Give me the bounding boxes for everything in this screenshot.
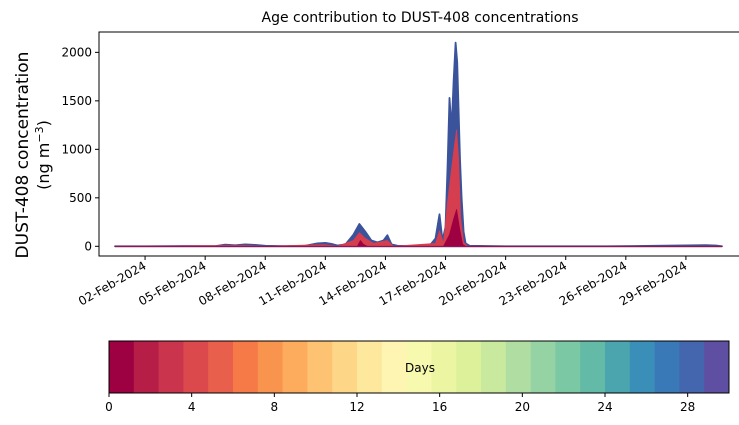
x-tick-label: 29-Feb-2024 bbox=[617, 258, 690, 308]
y-tick-label: 1000 bbox=[61, 142, 92, 156]
y-unit-prefix: (ng m bbox=[34, 143, 53, 190]
colorbar-segment bbox=[704, 341, 730, 393]
colorbar-tick-label: 4 bbox=[188, 400, 196, 414]
y-axis-label: DUST-408 concentration bbox=[13, 52, 33, 259]
colorbar-segment bbox=[158, 341, 184, 393]
colorbar-tick-label: 0 bbox=[105, 400, 113, 414]
colorbar-segment bbox=[406, 341, 432, 393]
colorbar-segment bbox=[183, 341, 209, 393]
colorbar-segment bbox=[629, 341, 656, 393]
colorbar-segment bbox=[257, 341, 284, 393]
y-tick-label: 1500 bbox=[61, 94, 92, 108]
colorbar-tick-label: 28 bbox=[680, 400, 695, 414]
colorbar bbox=[108, 340, 730, 394]
y-unit-exponent: −3 bbox=[33, 126, 46, 142]
colorbar-segment bbox=[580, 341, 606, 393]
colorbar-segment bbox=[332, 341, 358, 393]
series-area-0 bbox=[114, 41, 723, 248]
colorbar-segment bbox=[357, 341, 383, 393]
colorbar-tick-label: 8 bbox=[271, 400, 279, 414]
colorbar-segment bbox=[555, 341, 581, 393]
colorbar-segment bbox=[679, 341, 705, 393]
series-area-2 bbox=[114, 209, 723, 247]
colorbar-segment bbox=[456, 341, 482, 393]
colorbar-label: Days bbox=[405, 361, 435, 375]
colorbar-segment bbox=[307, 341, 333, 393]
colorbar-axis: 0 4 8 12 16 20 24 28 bbox=[105, 393, 695, 414]
colorbar-segment bbox=[431, 341, 457, 393]
colorbar-segment bbox=[654, 341, 680, 393]
y-axis-label-line1: DUST-408 concentration bbox=[13, 52, 33, 259]
y-tick-label: 2000 bbox=[61, 45, 92, 59]
colorbar-segment bbox=[233, 341, 259, 393]
y-tick-label: 0 bbox=[84, 239, 92, 253]
colorbar-segment bbox=[381, 341, 408, 393]
colorbar-segment bbox=[282, 341, 308, 393]
colorbar-tick-label: 16 bbox=[432, 400, 447, 414]
colorbar-segment bbox=[133, 341, 160, 393]
y-axis-unit: (ng m−3) bbox=[33, 120, 53, 190]
y-axis: 0 500 1000 1500 2000 bbox=[61, 45, 99, 253]
y-tick-label: 500 bbox=[69, 191, 92, 205]
colorbar-frame bbox=[108, 340, 730, 394]
colorbar-segment bbox=[481, 341, 507, 393]
chart-title: Age contribution to DUST-408 concentrati… bbox=[262, 10, 579, 26]
colorbar-segment bbox=[505, 341, 532, 393]
colorbar-tick-label: 12 bbox=[349, 400, 364, 414]
colorbar-tick-label: 24 bbox=[597, 400, 612, 414]
colorbar-segment bbox=[605, 341, 631, 393]
colorbar-tick-label: 20 bbox=[515, 400, 530, 414]
plot-frame bbox=[98, 31, 739, 257]
series-area-1 bbox=[114, 129, 723, 247]
y-unit-suffix: ) bbox=[34, 120, 53, 126]
plot-area bbox=[114, 41, 723, 248]
colorbar-segment bbox=[109, 341, 135, 393]
colorbar-segment bbox=[530, 341, 556, 393]
x-axis: 02-Feb-202405-Feb-202408-Feb-202411-Feb-… bbox=[76, 256, 689, 308]
colorbar-segment bbox=[208, 341, 234, 393]
